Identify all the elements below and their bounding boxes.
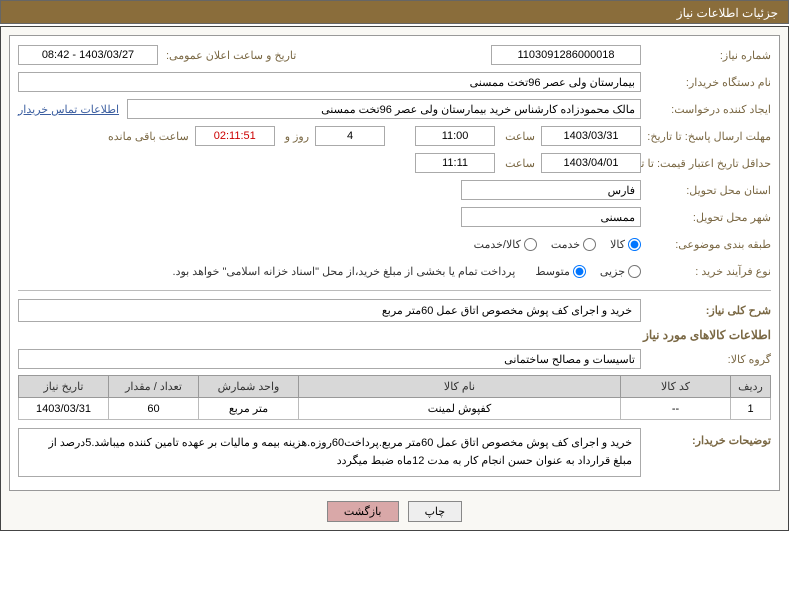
buyer-notes-value: خرید و اجرای کف پوش مخصوص اتاق عمل 60متر…: [18, 428, 641, 477]
group-label: گروه کالا:: [641, 353, 771, 366]
process-note: پرداخت تمام یا بخشی از مبلغ خرید،از محل …: [173, 265, 516, 278]
goods-table: ردیف کد کالا نام کالا واحد شمارش تعداد /…: [18, 375, 771, 420]
th-qty: تعداد / مقدار: [109, 376, 199, 398]
row-requester: ایجاد کننده درخواست: مالک محمودزاده کارش…: [18, 98, 771, 120]
td-row: 1: [731, 398, 771, 420]
row-need-number: شماره نیاز: 1103091286000018 تاریخ و ساع…: [18, 44, 771, 66]
group-value: تاسیسات و مصالح ساختمانی: [18, 349, 641, 369]
td-date: 1403/03/31: [19, 398, 109, 420]
process-radio-minor[interactable]: جزیی: [600, 265, 641, 278]
province-value: فارس: [461, 180, 641, 200]
need-desc-value: خرید و اجرای کف پوش مخصوص اتاق عمل 60متر…: [18, 299, 641, 322]
validity-date: 1403/04/01: [541, 153, 641, 173]
th-code: کد کالا: [621, 376, 731, 398]
deadline-label: مهلت ارسال پاسخ: تا تاریخ:: [641, 130, 771, 143]
validity-time: 11:11: [415, 153, 495, 173]
deadline-days: 4: [315, 126, 385, 146]
td-unit: متر مربع: [199, 398, 299, 420]
deadline-date: 1403/03/31: [541, 126, 641, 146]
outer-frame: AriaTender.net شماره نیاز: 1103091286000…: [0, 26, 789, 531]
main-panel: شماره نیاز: 1103091286000018 تاریخ و ساع…: [9, 35, 780, 491]
th-row: ردیف: [731, 376, 771, 398]
row-category: طبقه بندی موضوعی: کالا خدمت کالا/خدمت: [18, 233, 771, 255]
row-group: گروه کالا: تاسیسات و مصالح ساختمانی: [18, 348, 771, 370]
deadline-remaining-label: ساعت باقی مانده: [104, 130, 189, 143]
announce-value: 1403/03/27 - 08:42: [18, 45, 158, 65]
th-unit: واحد شمارش: [199, 376, 299, 398]
category-radio-both[interactable]: کالا/خدمت: [474, 238, 537, 251]
buyer-org-value: بیمارستان ولی عصر 96تخت ممسنی: [18, 72, 641, 92]
buyer-org-label: نام دستگاه خریدار:: [641, 76, 771, 89]
announce-label: تاریخ و ساعت اعلان عمومی:: [162, 49, 296, 62]
need-number-value: 1103091286000018: [491, 45, 641, 65]
deadline-countdown: 02:11:51: [195, 126, 275, 146]
process-radio-medium[interactable]: متوسط: [535, 265, 586, 278]
validity-time-label: ساعت: [501, 157, 535, 170]
row-process: نوع فرآیند خرید : جزیی متوسط پرداخت تمام…: [18, 260, 771, 282]
row-deadline: مهلت ارسال پاسخ: تا تاریخ: 1403/03/31 سا…: [18, 125, 771, 147]
need-desc-label: شرح کلی نیاز:: [641, 304, 771, 317]
td-name: کفپوش لمینت: [299, 398, 621, 420]
category-radio-service[interactable]: خدمت: [551, 238, 596, 251]
need-number-label: شماره نیاز:: [641, 49, 771, 62]
table-header-row: ردیف کد کالا نام کالا واحد شمارش تعداد /…: [19, 376, 771, 398]
row-need-desc: شرح کلی نیاز: خرید و اجرای کف پوش مخصوص …: [18, 299, 771, 322]
category-label: طبقه بندی موضوعی:: [641, 238, 771, 251]
back-button[interactable]: بازگشت: [327, 501, 399, 522]
row-buyer-notes: توضیحات خریدار: خرید و اجرای کف پوش مخصو…: [18, 428, 771, 477]
row-city: شهر محل تحویل: ممسنی: [18, 206, 771, 228]
validity-label: حداقل تاریخ اعتبار قیمت: تا تاریخ:: [641, 157, 771, 170]
row-province: استان محل تحویل: فارس: [18, 179, 771, 201]
header-title: جزئیات اطلاعات نیاز: [0, 0, 789, 24]
requester-label: ایجاد کننده درخواست:: [641, 103, 771, 116]
goods-section-title: اطلاعات کالاهای مورد نیاز: [18, 328, 771, 342]
city-label: شهر محل تحویل:: [641, 211, 771, 224]
buyer-notes-label: توضیحات خریدار:: [641, 428, 771, 447]
button-row: چاپ بازگشت: [9, 501, 780, 522]
category-radio-goods[interactable]: کالا: [610, 238, 641, 251]
divider-1: [18, 290, 771, 291]
row-buyer-org: نام دستگاه خریدار: بیمارستان ولی عصر 96ت…: [18, 71, 771, 93]
th-name: نام کالا: [299, 376, 621, 398]
province-label: استان محل تحویل:: [641, 184, 771, 197]
contact-buyer-link[interactable]: اطلاعات تماس خریدار: [18, 103, 119, 116]
requester-value: مالک محمودزاده کارشناس خرید بیمارستان ول…: [127, 99, 641, 119]
td-qty: 60: [109, 398, 199, 420]
deadline-days-and: روز و: [281, 130, 309, 143]
row-validity: حداقل تاریخ اعتبار قیمت: تا تاریخ: 1403/…: [18, 152, 771, 174]
table-row: 1 -- کفپوش لمینت متر مربع 60 1403/03/31: [19, 398, 771, 420]
print-button[interactable]: چاپ: [408, 501, 463, 522]
process-label: نوع فرآیند خرید :: [641, 265, 771, 278]
th-date: تاریخ نیاز: [19, 376, 109, 398]
deadline-time: 11:00: [415, 126, 495, 146]
city-value: ممسنی: [461, 207, 641, 227]
td-code: --: [621, 398, 731, 420]
deadline-time-label: ساعت: [501, 130, 535, 143]
